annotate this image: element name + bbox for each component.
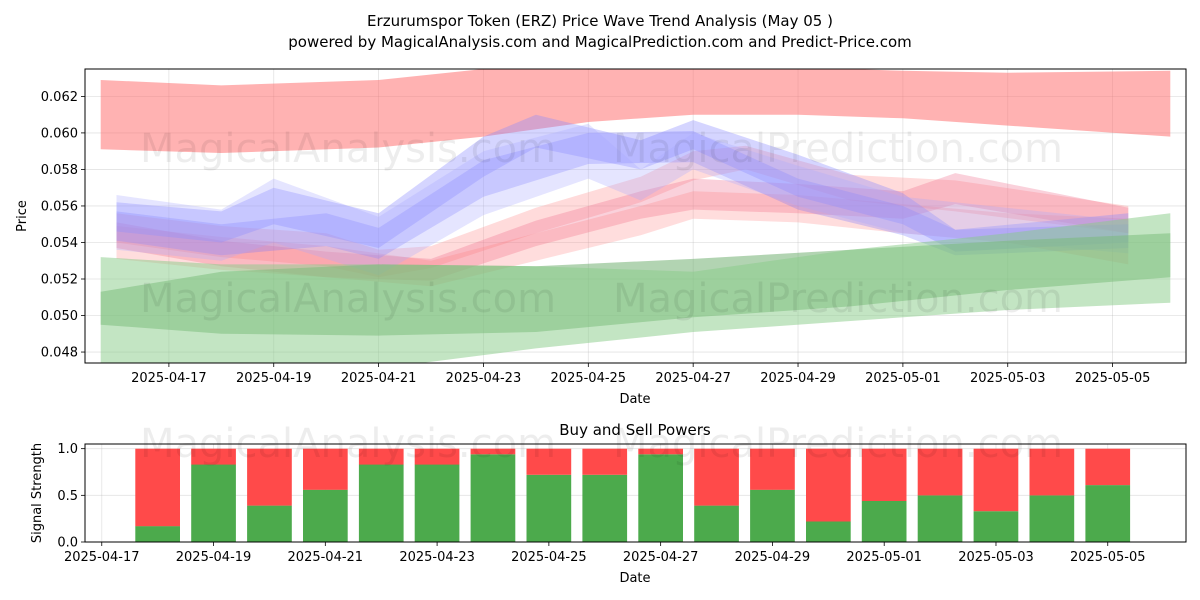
buy-bar (526, 474, 572, 542)
buy-bar (191, 464, 236, 542)
chart-subtitle: powered by MagicalAnalysis.com and Magic… (288, 33, 912, 51)
signal-y-axis-label: Signal Strength (30, 443, 45, 543)
price-band (100, 69, 1171, 153)
buy-bar (861, 500, 907, 542)
sell-bar (470, 448, 516, 455)
price-watermarks: MagicalAnalysis.com MagicalPrediction.co… (140, 126, 1063, 322)
x-tick-label: 2025-04-19 (236, 371, 312, 386)
signal-bars (135, 448, 1131, 542)
sell-bar (973, 448, 1019, 512)
price-y-axis: 0.048 0.050 0.052 0.054 0.056 0.058 0.060 0.062 (41, 90, 85, 361)
buy-bar (917, 495, 963, 542)
price-band (116, 114, 1129, 252)
buy-bar (1085, 485, 1131, 542)
sell-bar (861, 448, 907, 501)
buy-bar (303, 489, 348, 542)
y-tick-label: 0.0 (57, 536, 78, 551)
x-tick-label: 2025-04-19 (176, 550, 252, 565)
y-tick-label: 0.048 (41, 346, 78, 361)
price-band (116, 123, 1129, 276)
y-tick-label: 0.056 (41, 199, 78, 214)
price-band (116, 131, 1129, 259)
buy-bar (1029, 495, 1075, 542)
sell-bar (1085, 448, 1131, 486)
sell-bar (526, 448, 572, 475)
signal-y-axis: 0.0 0.5 1.0 (57, 442, 85, 551)
sell-bar (191, 448, 236, 465)
buy-bar (358, 464, 404, 542)
y-tick-label: 0.052 (41, 273, 78, 288)
x-tick-label: 2025-05-05 (1070, 550, 1146, 565)
x-tick-label: 2025-04-23 (446, 371, 522, 386)
y-tick-label: 0.060 (41, 126, 78, 141)
price-plot-frame (84, 68, 1187, 364)
price-band (116, 145, 1129, 278)
chart-title: Erzurumspor Token (ERZ) Price Wave Trend… (367, 12, 833, 30)
x-tick-label: 2025-04-29 (760, 371, 836, 386)
sell-bar (414, 448, 460, 465)
buy-bar (135, 526, 180, 542)
buy-bar (582, 474, 628, 542)
buy-bar (470, 454, 516, 542)
y-tick-label: 0.050 (41, 309, 78, 324)
price-y-axis-label: Price (15, 200, 30, 232)
signal-x-axis: 2025-04-17 2025-04-19 2025-04-21 2025-04-23… (64, 542, 1146, 565)
buy-bar (806, 521, 851, 542)
signal-plot-frame (84, 443, 1187, 543)
sell-bar (582, 448, 628, 475)
x-tick-label: 2025-04-25 (551, 371, 627, 386)
signal-x-axis-label: Date (619, 571, 650, 586)
x-tick-label: 2025-05-05 (1075, 371, 1151, 386)
price-band (116, 173, 1129, 281)
sell-bar (917, 448, 963, 496)
price-bands (100, 69, 1171, 363)
watermark-analysis: MagicalAnalysis.com (140, 276, 556, 322)
x-tick-label: 2025-05-03 (958, 550, 1034, 565)
sell-bar (638, 448, 683, 455)
buy-bar (247, 505, 292, 542)
y-tick-label: 1.0 (57, 442, 78, 457)
x-tick-label: 2025-04-23 (399, 550, 475, 565)
y-tick-label: 0.058 (41, 163, 78, 178)
x-tick-label: 2025-04-21 (288, 550, 364, 565)
x-tick-label: 2025-05-03 (970, 371, 1046, 386)
buy-bar (638, 454, 683, 542)
x-tick-label: 2025-04-21 (341, 371, 417, 386)
sell-bar (358, 448, 404, 465)
signal-chart-title: Buy and Sell Powers (559, 421, 711, 439)
x-tick-label: 2025-05-01 (865, 371, 941, 386)
x-tick-label: 2025-04-17 (131, 371, 207, 386)
x-tick-label: 2025-04-27 (655, 371, 731, 386)
x-tick-label: 2025-04-27 (623, 550, 699, 565)
sell-bar (694, 448, 739, 506)
x-tick-label: 2025-04-29 (735, 550, 811, 565)
y-tick-label: 0.062 (41, 90, 78, 105)
sell-bar (806, 448, 851, 522)
y-tick-label: 0.054 (41, 236, 78, 251)
sell-bar (247, 448, 292, 506)
sell-bar (135, 448, 180, 527)
x-tick-label: 2025-04-17 (64, 550, 140, 565)
buy-bar (414, 464, 460, 542)
price-x-axis: 2025-04-17 2025-04-19 2025-04-21 2025-04-23… (131, 363, 1150, 386)
price-x-axis-label: Date (619, 392, 650, 407)
x-tick-label: 2025-04-25 (511, 550, 587, 565)
y-tick-label: 0.5 (57, 489, 78, 504)
sell-bar (1029, 448, 1075, 496)
buy-bar (694, 505, 739, 542)
sell-bar (303, 448, 348, 490)
buy-bar (750, 489, 795, 542)
price-band (100, 213, 1171, 363)
price-band (116, 191, 1129, 287)
buy-bar (973, 511, 1019, 542)
sell-bar (750, 448, 795, 490)
watermark-prediction: MagicalPrediction.com (613, 126, 1063, 172)
watermark-prediction: MagicalPrediction.com (613, 276, 1063, 322)
x-tick-label: 2025-05-01 (846, 550, 922, 565)
watermark-analysis: MagicalAnalysis.com (140, 126, 556, 172)
